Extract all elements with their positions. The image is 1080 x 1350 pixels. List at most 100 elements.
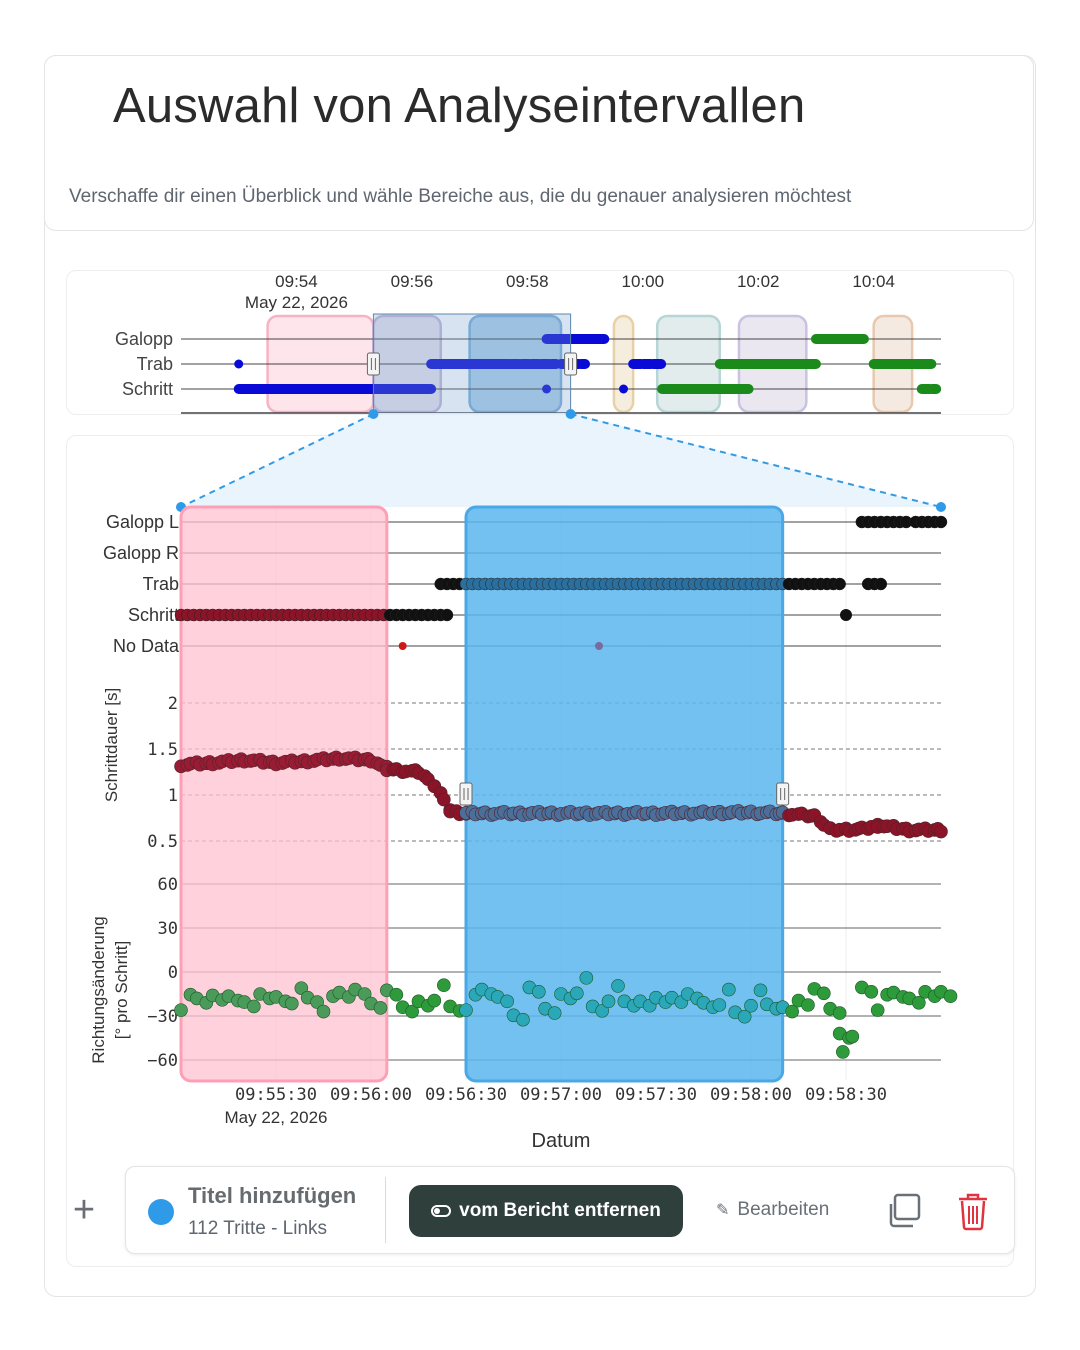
- add-interval-button[interactable]: +: [72, 1189, 96, 1231]
- schrittdauer-point: [437, 792, 451, 807]
- range-handle-right[interactable]: [564, 352, 578, 376]
- page-subtitle: Verschaffe dir einen Überblick und wähle…: [69, 186, 852, 207]
- zoom-anchor: [936, 502, 946, 512]
- gait-row-label: Schritt: [128, 605, 179, 625]
- richtung-tick-label: −30: [147, 1007, 178, 1027]
- richtung-point: [500, 994, 514, 1009]
- richtung-point: [744, 998, 758, 1013]
- richtung-point: [174, 1003, 188, 1017]
- richtung-tick-label: −60: [147, 1051, 178, 1071]
- pencil-icon: ✎: [716, 1202, 730, 1219]
- schrittdauer-tick-label: 0.5: [147, 832, 178, 852]
- richtung-point: [722, 982, 736, 997]
- zoom-line-left: [180, 413, 374, 508]
- richtung-point: [316, 1004, 331, 1019]
- richtung-point: [247, 999, 261, 1014]
- gait-point: [595, 642, 603, 650]
- richtung-tick-label: 30: [158, 919, 178, 939]
- schrittdauer-tick-label: 1.5: [147, 740, 178, 760]
- overview-row-label: Galopp: [115, 329, 173, 349]
- interval-subtitle: 112 Tritte - Links: [188, 1218, 328, 1239]
- detail-selection-1[interactable]: [179, 505, 389, 1083]
- richtung-point: [595, 1004, 609, 1018]
- richtung-point: [832, 1006, 847, 1020]
- detail-charts: Galopp L Galopp R Trab Schritt No Data 0.5 1 1.…: [89, 505, 958, 1152]
- gait-row-label: No Data: [113, 636, 180, 656]
- copy-icon[interactable]: [884, 1192, 924, 1232]
- richtung-point: [753, 983, 768, 998]
- richtung-point: [373, 1001, 388, 1015]
- overview-row-label: Schritt: [122, 379, 173, 399]
- richtung-point: [532, 984, 546, 999]
- page-header: Auswahl von Analyseintervallen Verschaff…: [44, 55, 1034, 231]
- interval-color-dot: [148, 1199, 174, 1225]
- richtung-point: [870, 1003, 885, 1017]
- richtung-point: [389, 987, 404, 1002]
- detail-tick-label: 09:58:00: [710, 1085, 792, 1105]
- detail-tick-label: 09:55:30: [235, 1085, 317, 1105]
- richtung-point: [516, 1012, 530, 1027]
- edit-button[interactable]: ✎ Bearbeiten: [716, 1199, 829, 1221]
- trash-icon[interactable]: [956, 1191, 990, 1231]
- gait-point: [874, 577, 888, 591]
- overview-point: [542, 384, 552, 394]
- richtung-point: [294, 981, 309, 995]
- detail-tick-label: 09:56:00: [330, 1085, 412, 1105]
- richtung-point: [579, 971, 594, 985]
- overview-chart: Galopp Trab Schritt 09:54 09:56 09:58 10:00 10:…: [115, 272, 942, 415]
- schrittdauer-point: [934, 824, 948, 839]
- overview-tick-label: 10:02: [737, 272, 780, 291]
- overview-tick-label: 09:56: [391, 272, 434, 291]
- richtung-point: [570, 986, 584, 1001]
- richtung-point: [943, 989, 958, 1004]
- remove-from-report-button[interactable]: vom Bericht entfernen: [409, 1185, 683, 1237]
- toggle-icon: [431, 1205, 452, 1217]
- detail-tick-label: 09:57:30: [615, 1085, 697, 1105]
- zoom-anchor: [368, 409, 379, 419]
- richtung-point: [712, 998, 727, 1012]
- richtung-point: [547, 1006, 562, 1020]
- gait-point: [398, 642, 407, 650]
- detail-handle[interactable]: [776, 782, 790, 806]
- overview-tick-label: 09:54: [275, 272, 318, 291]
- overview-selection: [372, 313, 572, 415]
- richtung-point: [601, 994, 616, 1009]
- page-title: Auswahl von Analyseintervallen: [113, 79, 806, 133]
- schrittdauer-axis-title: Schrittdauer [s]: [102, 688, 121, 802]
- gait-row-label: Galopp R: [103, 543, 179, 563]
- richtung-point: [845, 1029, 860, 1044]
- overview-date-label: May 22, 2026: [245, 293, 348, 312]
- richtung-point: [737, 1009, 752, 1024]
- richtung-axis-title: Richtungsänderung [° pro Schritt]: [89, 916, 131, 1063]
- schrittdauer-tick-label: 2: [168, 694, 178, 714]
- zoom-connector: [176, 409, 946, 512]
- zoom-anchor: [565, 409, 576, 419]
- richtung-point: [836, 1045, 850, 1059]
- richtung-point: [785, 1004, 799, 1019]
- richtung-tick-label: 60: [158, 875, 178, 895]
- interval-item: Titel hinzufügen 112 Tritte - Links vom …: [125, 1166, 1015, 1254]
- gait-point: [934, 515, 948, 529]
- richtung-point: [801, 998, 815, 1012]
- gait-point: [440, 608, 454, 622]
- detail-date-label: May 22, 2026: [224, 1108, 327, 1127]
- remove-button-label: vom Bericht entfernen: [459, 1200, 661, 1221]
- interval-title[interactable]: Titel hinzufügen: [188, 1183, 357, 1208]
- overview-row-label: Trab: [137, 354, 173, 374]
- overview-point: [619, 384, 629, 394]
- richtung-point: [817, 986, 831, 1001]
- zoom-fill: [181, 413, 941, 507]
- richtung-tick-label: 0: [168, 963, 178, 983]
- zoom-line-right: [570, 413, 942, 508]
- richtung-point: [310, 995, 324, 1009]
- detail-tick-label: 09:58:30: [805, 1085, 887, 1105]
- richtung-point: [459, 1003, 473, 1017]
- detail-tick-label: 09:56:30: [425, 1085, 507, 1105]
- detail-handle[interactable]: [459, 782, 473, 806]
- overview-tick-label: 10:00: [621, 272, 664, 291]
- chart-canvas[interactable]: Galopp Trab Schritt 09:54 09:56 09:58 10:00 10:…: [0, 0, 1080, 1160]
- richtung-point: [357, 987, 372, 1001]
- richtung-point: [912, 995, 926, 1010]
- gait-point: [840, 609, 852, 621]
- range-handle-left[interactable]: [366, 352, 380, 376]
